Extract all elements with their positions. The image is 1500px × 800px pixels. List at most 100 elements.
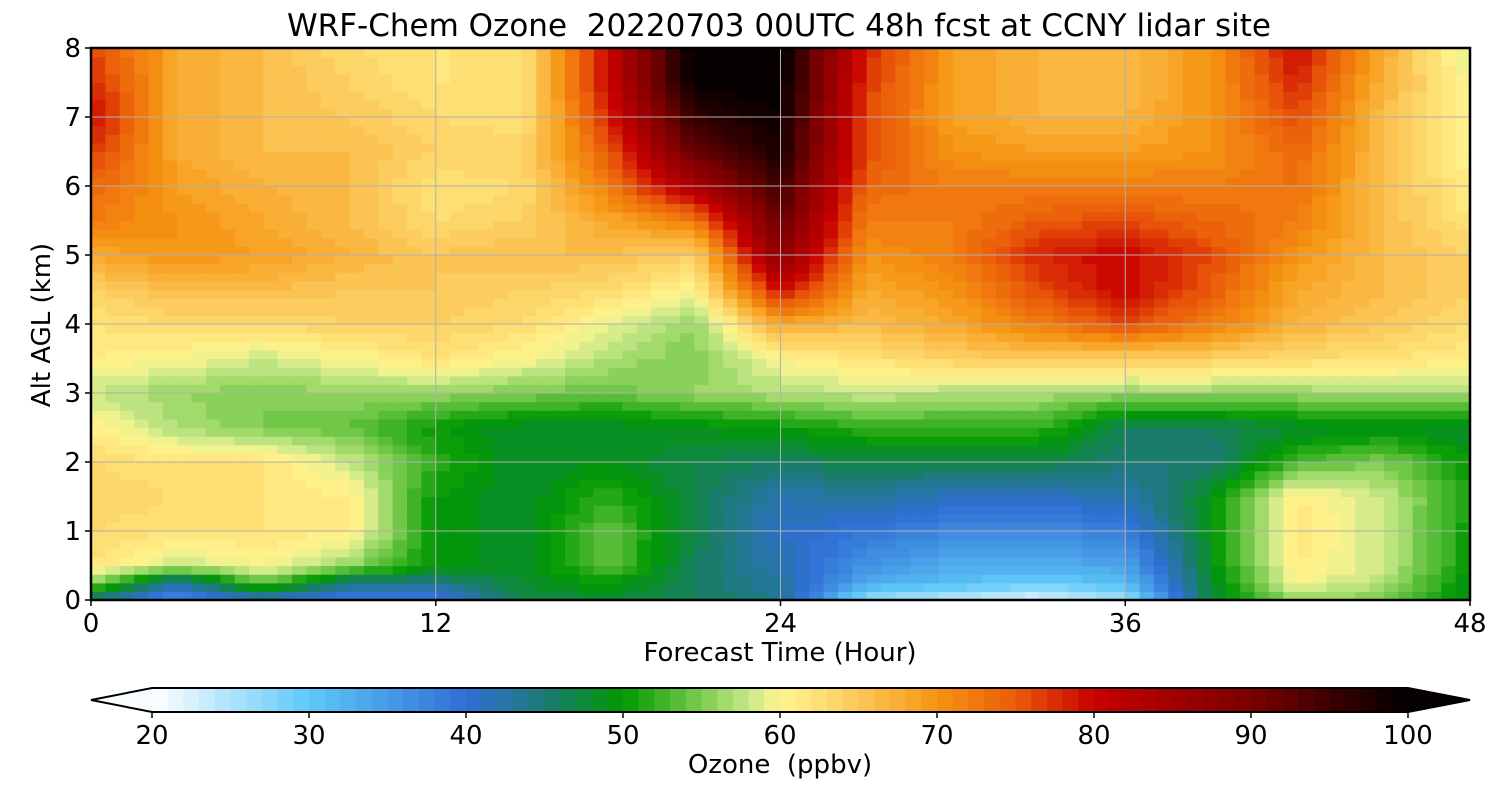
heatmap-cell bbox=[521, 522, 537, 532]
heatmap-cell bbox=[421, 160, 437, 170]
heatmap-cell bbox=[407, 203, 422, 213]
heatmap-cell bbox=[809, 220, 825, 230]
heatmap-cell bbox=[694, 427, 710, 437]
heatmap-cell bbox=[205, 203, 221, 213]
heatmap-cell bbox=[794, 531, 810, 541]
heatmap-cell bbox=[924, 151, 940, 161]
heatmap-cell bbox=[1039, 306, 1055, 316]
heatmap-cell bbox=[952, 531, 968, 541]
heatmap-cell bbox=[737, 513, 753, 523]
heatmap-cell bbox=[593, 479, 609, 489]
heatmap-cell bbox=[708, 229, 724, 239]
heatmap-cell bbox=[1010, 358, 1026, 368]
heatmap-cell bbox=[1455, 237, 1471, 247]
heatmap-cell bbox=[148, 272, 164, 282]
heatmap-cell bbox=[407, 255, 422, 265]
heatmap-cell bbox=[651, 160, 667, 170]
heatmap-cell bbox=[708, 522, 724, 532]
heatmap-cell bbox=[608, 160, 624, 170]
heatmap-cell bbox=[1197, 522, 1213, 532]
heatmap-cell bbox=[1398, 401, 1414, 411]
heatmap-cell bbox=[1010, 410, 1026, 420]
heatmap-cell bbox=[478, 298, 494, 308]
heatmap-cell bbox=[1096, 591, 1112, 601]
heatmap-cell bbox=[751, 384, 767, 394]
heatmap-cell bbox=[823, 522, 839, 532]
heatmap-cell bbox=[852, 582, 868, 592]
heatmap-cell bbox=[1211, 427, 1227, 437]
heatmap-cell bbox=[866, 410, 882, 420]
heatmap-cell bbox=[134, 591, 150, 601]
heatmap-cell bbox=[665, 358, 681, 368]
heatmap-cell bbox=[1168, 237, 1184, 247]
heatmap-cell bbox=[478, 444, 494, 454]
heatmap-cell bbox=[1383, 487, 1399, 498]
heatmap-cell bbox=[1182, 487, 1198, 498]
heatmap-cell bbox=[823, 151, 839, 161]
heatmap-cell bbox=[780, 453, 796, 463]
heatmap-cell bbox=[292, 531, 308, 541]
heatmap-cell bbox=[91, 496, 106, 506]
heatmap-cell bbox=[823, 462, 839, 472]
heatmap-cell bbox=[493, 556, 509, 567]
heatmap-cell bbox=[392, 332, 408, 342]
heatmap-cell bbox=[909, 531, 925, 541]
heatmap-cell bbox=[665, 263, 681, 273]
heatmap-cell bbox=[234, 168, 250, 178]
heatmap-cell bbox=[435, 289, 451, 299]
heatmap-cell bbox=[1067, 436, 1083, 446]
heatmap-cell bbox=[694, 194, 710, 204]
heatmap-cell bbox=[881, 418, 897, 429]
heatmap-cell bbox=[521, 315, 537, 325]
heatmap-cell bbox=[909, 289, 925, 299]
heatmap-cell bbox=[493, 358, 509, 368]
heatmap-cell bbox=[550, 548, 566, 558]
heatmap-cell bbox=[852, 194, 868, 204]
heatmap-cell bbox=[708, 565, 724, 575]
heatmap-cell bbox=[565, 203, 580, 213]
heatmap-cell bbox=[780, 384, 796, 394]
heatmap-cell bbox=[1182, 298, 1198, 308]
heatmap-cell bbox=[162, 229, 178, 239]
heatmap-cell bbox=[464, 470, 480, 480]
heatmap-cell bbox=[622, 332, 638, 342]
heatmap-cell bbox=[651, 177, 667, 187]
heatmap-cell bbox=[924, 341, 940, 351]
heatmap-cell bbox=[651, 453, 667, 463]
heatmap-cell bbox=[162, 324, 178, 334]
heatmap-cell bbox=[1441, 341, 1457, 351]
heatmap-cell bbox=[1067, 332, 1083, 342]
heatmap-cell bbox=[1024, 358, 1040, 368]
heatmap-cell bbox=[766, 237, 782, 247]
heatmap-cell bbox=[292, 332, 308, 342]
heatmap-cell bbox=[952, 522, 968, 532]
heatmap-cell bbox=[636, 263, 652, 273]
heatmap-cell bbox=[924, 462, 940, 472]
heatmap-cell bbox=[909, 462, 925, 472]
heatmap-cell bbox=[708, 332, 724, 342]
heatmap-cell bbox=[450, 556, 466, 567]
heatmap-cell bbox=[1168, 177, 1184, 187]
heatmap-cell bbox=[435, 444, 451, 454]
heatmap-cell bbox=[1254, 272, 1270, 282]
heatmap-cell bbox=[1096, 341, 1112, 351]
heatmap-cell bbox=[464, 168, 480, 178]
heatmap-cell bbox=[1268, 194, 1284, 204]
heatmap-cell bbox=[694, 272, 710, 282]
heatmap-cell bbox=[148, 289, 164, 299]
heatmap-cell bbox=[723, 289, 738, 299]
heatmap-cell bbox=[723, 565, 738, 575]
heatmap-cell bbox=[1225, 315, 1241, 325]
heatmap-cell bbox=[1455, 436, 1471, 446]
heatmap-cell bbox=[1168, 479, 1184, 489]
heatmap-cell bbox=[866, 255, 882, 265]
heatmap-cell bbox=[622, 255, 638, 265]
heatmap-cell bbox=[1211, 565, 1227, 575]
heatmap-cell bbox=[1326, 410, 1342, 420]
heatmap-cell bbox=[1153, 229, 1169, 239]
heatmap-cell bbox=[981, 479, 997, 489]
heatmap-cell bbox=[335, 237, 351, 247]
heatmap-cell bbox=[837, 177, 853, 187]
heatmap-cell bbox=[421, 462, 437, 472]
heatmap-cell bbox=[895, 505, 911, 515]
